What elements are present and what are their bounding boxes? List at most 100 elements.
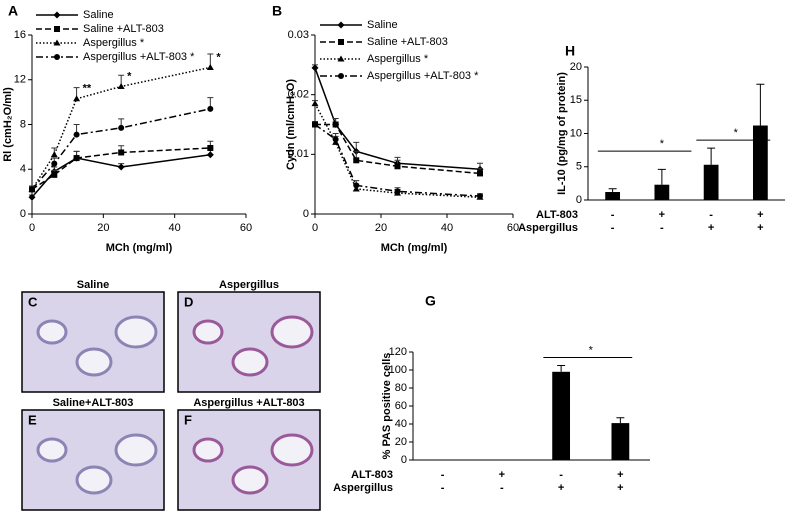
marker bbox=[50, 151, 58, 158]
legend-label: Aspergillus * bbox=[83, 37, 145, 49]
significance-label: * bbox=[660, 138, 665, 150]
panel-label: E bbox=[28, 412, 37, 427]
marker bbox=[117, 163, 125, 171]
marker bbox=[207, 105, 214, 112]
y-tick-label: 0.02 bbox=[288, 89, 309, 101]
marker bbox=[332, 121, 339, 128]
tissue bbox=[231, 465, 269, 495]
x-axis-label: MCh (mg/ml) bbox=[381, 242, 448, 254]
row-sign: + bbox=[757, 222, 763, 234]
row-sign: + bbox=[757, 209, 763, 221]
marker bbox=[353, 182, 360, 189]
bar bbox=[654, 184, 670, 200]
y-tick-label: 10 bbox=[570, 127, 582, 139]
marker bbox=[73, 155, 80, 162]
row-label: ALT-803 bbox=[351, 469, 393, 481]
x-tick-label: 40 bbox=[441, 222, 453, 234]
y-tick-label: 60 bbox=[395, 400, 407, 412]
legend-label: Aspergillus * bbox=[367, 53, 429, 65]
panel-label: H bbox=[565, 43, 575, 59]
marker bbox=[118, 124, 125, 131]
marker bbox=[206, 151, 214, 159]
series-line bbox=[31, 153, 211, 198]
bar bbox=[703, 164, 719, 200]
y-tick-label: 5 bbox=[576, 161, 582, 173]
marker bbox=[477, 170, 483, 177]
bar bbox=[552, 371, 571, 460]
y-tick-label: 0 bbox=[576, 194, 582, 206]
marker bbox=[477, 193, 483, 200]
marker bbox=[53, 39, 61, 46]
panel-label: G bbox=[425, 293, 436, 309]
marker bbox=[29, 186, 35, 193]
marker bbox=[337, 21, 345, 29]
series-line bbox=[314, 67, 481, 170]
significance-label: * bbox=[734, 127, 739, 139]
row-sign: - bbox=[441, 482, 445, 494]
marker bbox=[311, 100, 319, 107]
annotation: * bbox=[127, 70, 132, 82]
y-tick-label: 120 bbox=[389, 346, 407, 358]
marker bbox=[53, 11, 61, 19]
marker bbox=[394, 163, 401, 170]
tissue bbox=[75, 465, 113, 495]
significance-label: * bbox=[589, 344, 594, 356]
row-sign: - bbox=[500, 482, 504, 494]
y-tick-label: 80 bbox=[395, 382, 407, 394]
y-axis-label: Cydn (ml/cmH₂O) bbox=[285, 79, 297, 170]
row-label: ALT-803 bbox=[536, 209, 578, 221]
row-sign: + bbox=[708, 222, 714, 234]
y-axis-label: IL-10 (pg/mg of protein) bbox=[556, 72, 568, 195]
legend-label: Aspergillus +ALT-803 * bbox=[83, 51, 195, 63]
marker bbox=[51, 160, 58, 167]
row-sign: + bbox=[617, 482, 623, 494]
legend-label: Saline bbox=[367, 19, 398, 31]
error-bar bbox=[557, 365, 566, 372]
error-bar bbox=[608, 188, 617, 193]
series-line bbox=[315, 123, 481, 175]
row-sign: + bbox=[558, 482, 564, 494]
x-tick-label: 20 bbox=[97, 222, 109, 234]
marker bbox=[28, 193, 36, 201]
y-tick-label: 20 bbox=[570, 61, 582, 73]
y-tick-label: 20 bbox=[395, 436, 407, 448]
marker bbox=[312, 121, 318, 128]
y-tick-label: 12 bbox=[14, 74, 26, 86]
x-tick-label: 20 bbox=[375, 222, 387, 234]
tissue bbox=[114, 433, 158, 467]
legend-label: Aspergillus +ALT-803 * bbox=[367, 70, 479, 82]
y-tick-label: 40 bbox=[395, 418, 407, 430]
image-label: Saline+ALT-803 bbox=[53, 397, 134, 409]
annotation: ** bbox=[83, 83, 92, 95]
row-label: Aspergillus bbox=[518, 222, 578, 234]
y-tick-label: 15 bbox=[570, 94, 582, 106]
tissue bbox=[36, 437, 68, 463]
x-tick-label: 40 bbox=[169, 222, 181, 234]
marker bbox=[394, 188, 401, 195]
tissue bbox=[114, 315, 158, 349]
bar bbox=[611, 423, 630, 460]
y-tick-label: 0 bbox=[20, 208, 26, 220]
row-sign: + bbox=[499, 469, 505, 481]
marker bbox=[338, 73, 344, 79]
tissue bbox=[36, 319, 68, 345]
row-sign: - bbox=[441, 469, 445, 481]
marker bbox=[73, 95, 81, 102]
tissue bbox=[192, 437, 224, 463]
marker bbox=[54, 26, 60, 32]
marker bbox=[118, 149, 125, 156]
series-line bbox=[314, 103, 481, 199]
legend-label: Saline bbox=[83, 9, 114, 21]
panel-label: D bbox=[184, 294, 193, 309]
image-label: Saline bbox=[77, 279, 109, 291]
row-sign: - bbox=[660, 222, 664, 234]
y-tick-label: 16 bbox=[14, 29, 26, 41]
error-bar bbox=[756, 83, 765, 126]
y-tick-label: 100 bbox=[389, 364, 407, 376]
y-axis-label: Rl (cmH₂O/ml) bbox=[2, 87, 14, 162]
error-bar bbox=[616, 417, 625, 424]
tissue bbox=[75, 347, 113, 377]
tissue bbox=[192, 319, 224, 345]
marker bbox=[51, 171, 58, 178]
